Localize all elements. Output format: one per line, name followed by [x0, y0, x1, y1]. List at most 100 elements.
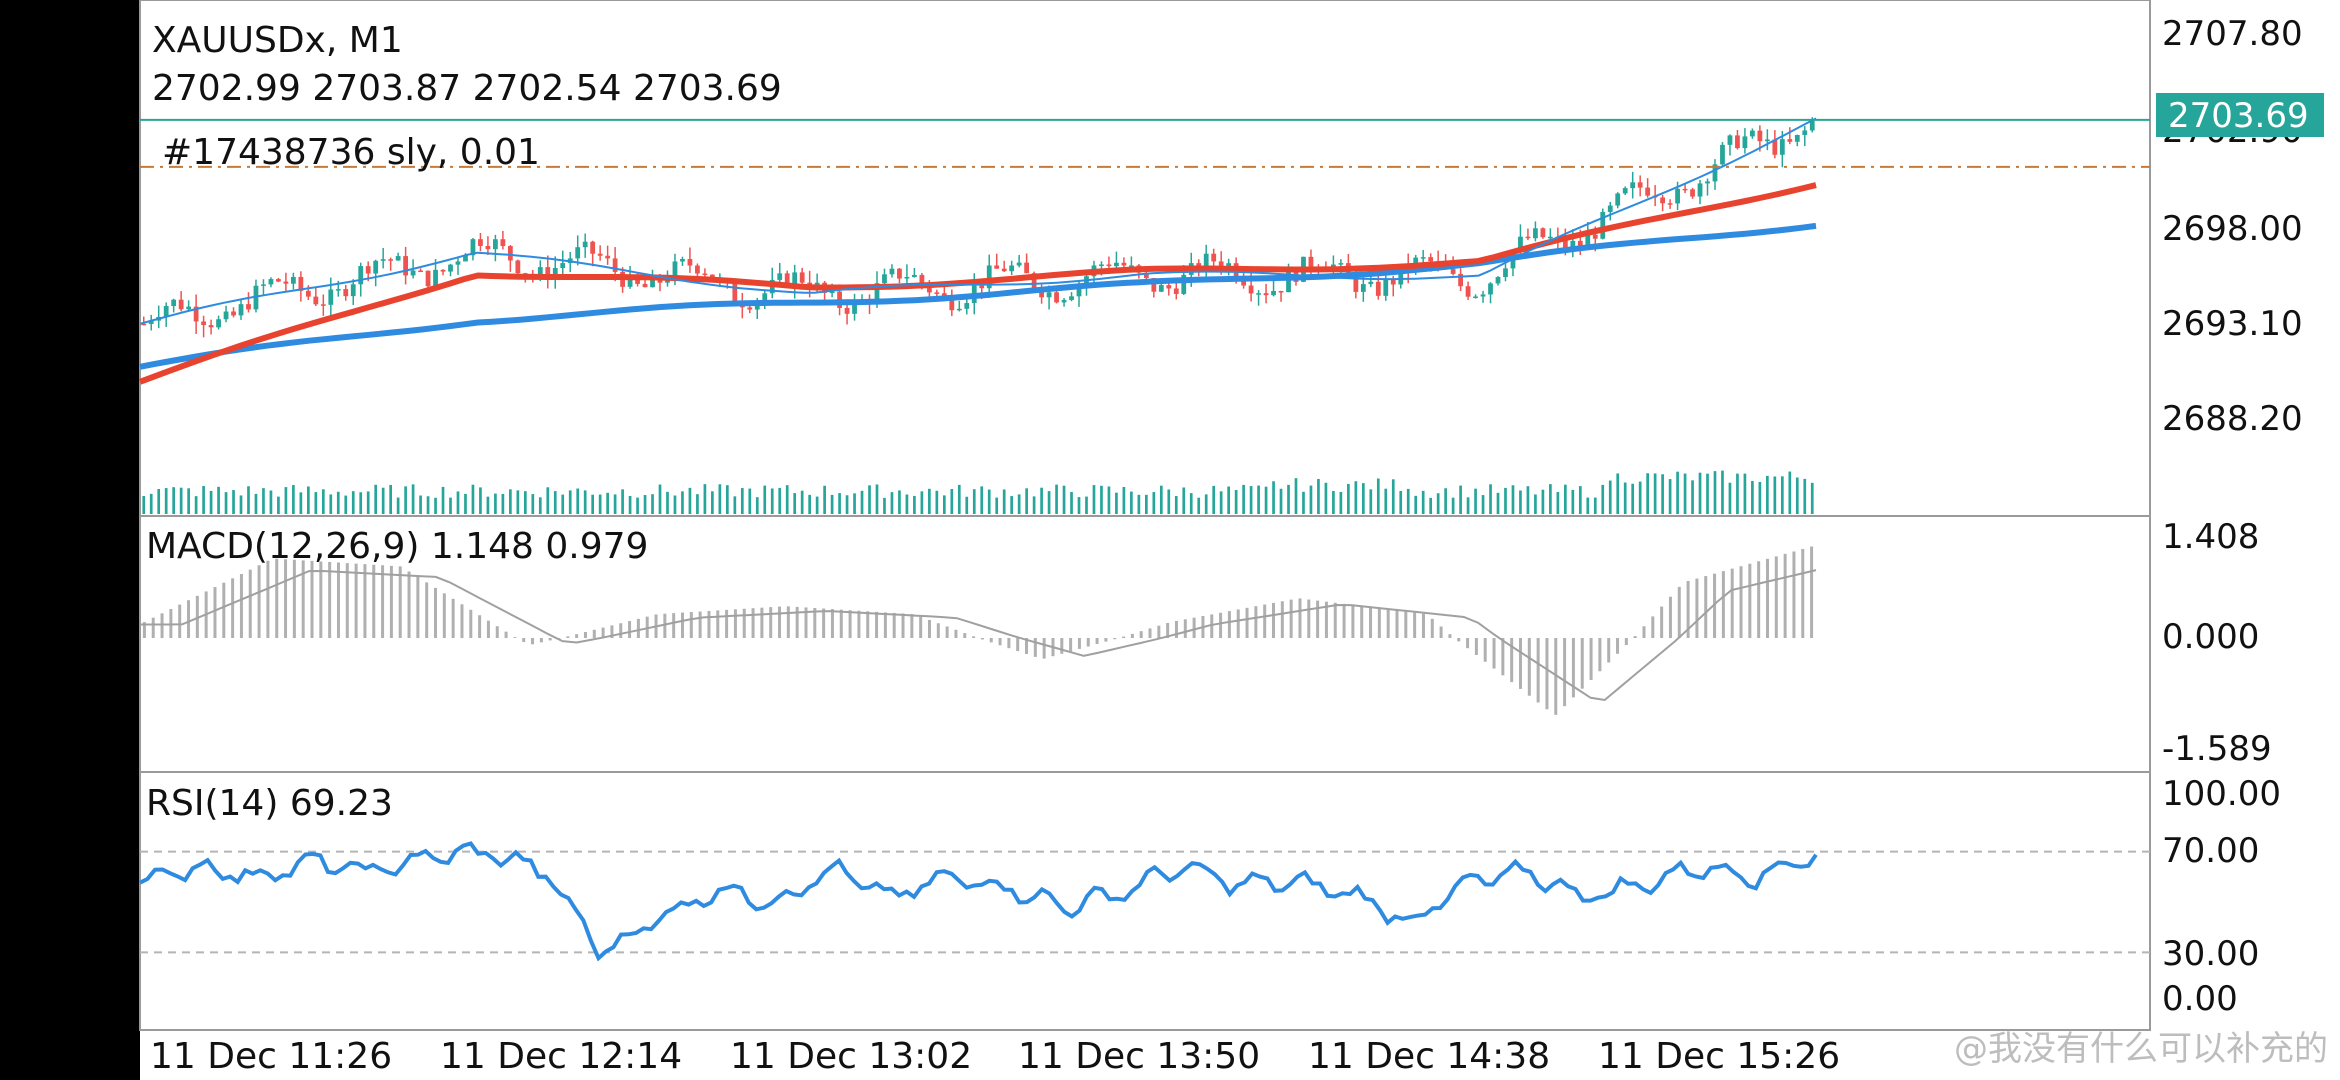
candle-body	[1001, 268, 1007, 272]
volume-bar	[1391, 479, 1395, 514]
candle-body	[343, 289, 349, 297]
volume-bar	[980, 486, 984, 514]
candle-body	[1263, 293, 1269, 296]
candle-body	[500, 239, 506, 247]
candle-body	[1241, 278, 1247, 286]
volume-bar	[247, 486, 250, 514]
candle-body	[148, 320, 154, 324]
volume-bar	[987, 489, 991, 514]
volume-bar	[920, 491, 924, 514]
candle-body	[1615, 193, 1621, 206]
volume-bar	[1115, 492, 1118, 514]
volume-bar	[681, 491, 684, 514]
candle-body	[1031, 273, 1037, 288]
volume-bar	[1242, 484, 1245, 514]
candle-body	[1600, 211, 1606, 239]
volume-bar	[688, 487, 692, 514]
volume-bar	[1399, 491, 1403, 514]
candle-body	[1488, 283, 1493, 295]
volume-bar	[396, 497, 400, 514]
volume-bar	[1593, 497, 1597, 514]
candle-body	[1518, 236, 1523, 251]
volume-bar	[763, 485, 767, 514]
volume-bar	[1332, 490, 1335, 514]
rsi-tick-label: 100.00	[2162, 774, 2281, 814]
volume-bar	[434, 497, 437, 514]
volume-bar	[501, 493, 505, 514]
candle-body	[1398, 264, 1404, 285]
candle-body	[605, 255, 611, 259]
volume-bar	[628, 496, 632, 514]
candle-body	[1712, 164, 1718, 182]
volume-bar	[823, 485, 826, 514]
volume-bar	[942, 495, 946, 514]
volume-bar	[1264, 486, 1268, 514]
volume-bar	[1698, 472, 1702, 514]
candle-body	[1360, 284, 1366, 292]
candle-body	[1286, 272, 1291, 293]
candle-body	[612, 258, 618, 272]
volume-bar	[740, 488, 744, 514]
time-tick-label: 11 Dec 14:38	[1308, 1036, 1550, 1077]
candle-body	[1772, 139, 1778, 155]
candle-body	[1420, 257, 1426, 259]
volume-bar	[1384, 488, 1388, 514]
volume-bar	[389, 484, 392, 514]
volume-bar	[217, 486, 220, 514]
volume-bar	[509, 489, 512, 514]
candle-body	[979, 285, 985, 289]
volume-bar	[658, 484, 662, 514]
volume-bar	[426, 496, 430, 514]
volume-bar	[1549, 484, 1552, 514]
candle-body	[1585, 234, 1591, 246]
candle-body	[1458, 273, 1463, 287]
candle-body	[665, 280, 670, 283]
volume-bar	[1032, 496, 1036, 514]
candle-body	[1757, 130, 1763, 142]
candle-body	[171, 299, 177, 307]
candle-body	[515, 260, 521, 274]
volume-bar	[1010, 496, 1014, 514]
time-tick-label: 11 Dec 12:14	[440, 1036, 682, 1077]
volume-bar	[1317, 479, 1320, 514]
candle-body	[1735, 135, 1740, 149]
volume-bar	[194, 496, 198, 514]
volume-bar	[1002, 489, 1006, 514]
volume-bar	[471, 484, 475, 514]
volume-bar	[1212, 485, 1216, 514]
candle-body	[882, 274, 887, 284]
volume-bar	[1287, 484, 1290, 514]
volume-bar	[1668, 479, 1672, 514]
volume-bar	[703, 484, 707, 514]
order-label[interactable]: #17438736 sly, 0.01	[162, 132, 540, 173]
candle-body	[1697, 183, 1703, 197]
candle-body	[777, 273, 783, 280]
volume-bar	[1496, 492, 1500, 514]
candle-body	[1390, 279, 1396, 285]
volume-bar	[1444, 488, 1447, 514]
volume-bar	[516, 490, 520, 514]
candle-body	[507, 246, 513, 261]
volume-bar	[1279, 488, 1283, 514]
volume-bar	[209, 490, 213, 514]
candle-body	[388, 259, 394, 261]
candle-body	[1570, 240, 1576, 248]
candle-body	[1645, 187, 1651, 196]
volume-bar	[531, 494, 535, 514]
volume-bar	[1077, 497, 1081, 514]
volume-bar	[404, 486, 407, 514]
volume-bar	[905, 494, 909, 514]
candle-body	[627, 274, 633, 287]
volume-bar	[1436, 493, 1440, 514]
candle-body	[223, 311, 229, 320]
volume-bar	[1182, 487, 1186, 514]
volume-bar	[1608, 480, 1612, 514]
candle-body	[1375, 281, 1381, 296]
candle-body	[1682, 188, 1688, 191]
candle-body	[956, 308, 962, 311]
candle-body	[1742, 136, 1748, 149]
candle-body	[1046, 292, 1052, 298]
candle-body	[1607, 205, 1613, 212]
candle-body	[672, 261, 678, 281]
